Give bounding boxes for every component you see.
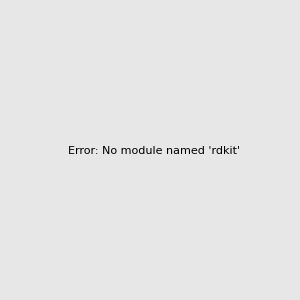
Text: Error: No module named 'rdkit': Error: No module named 'rdkit' bbox=[68, 146, 240, 157]
